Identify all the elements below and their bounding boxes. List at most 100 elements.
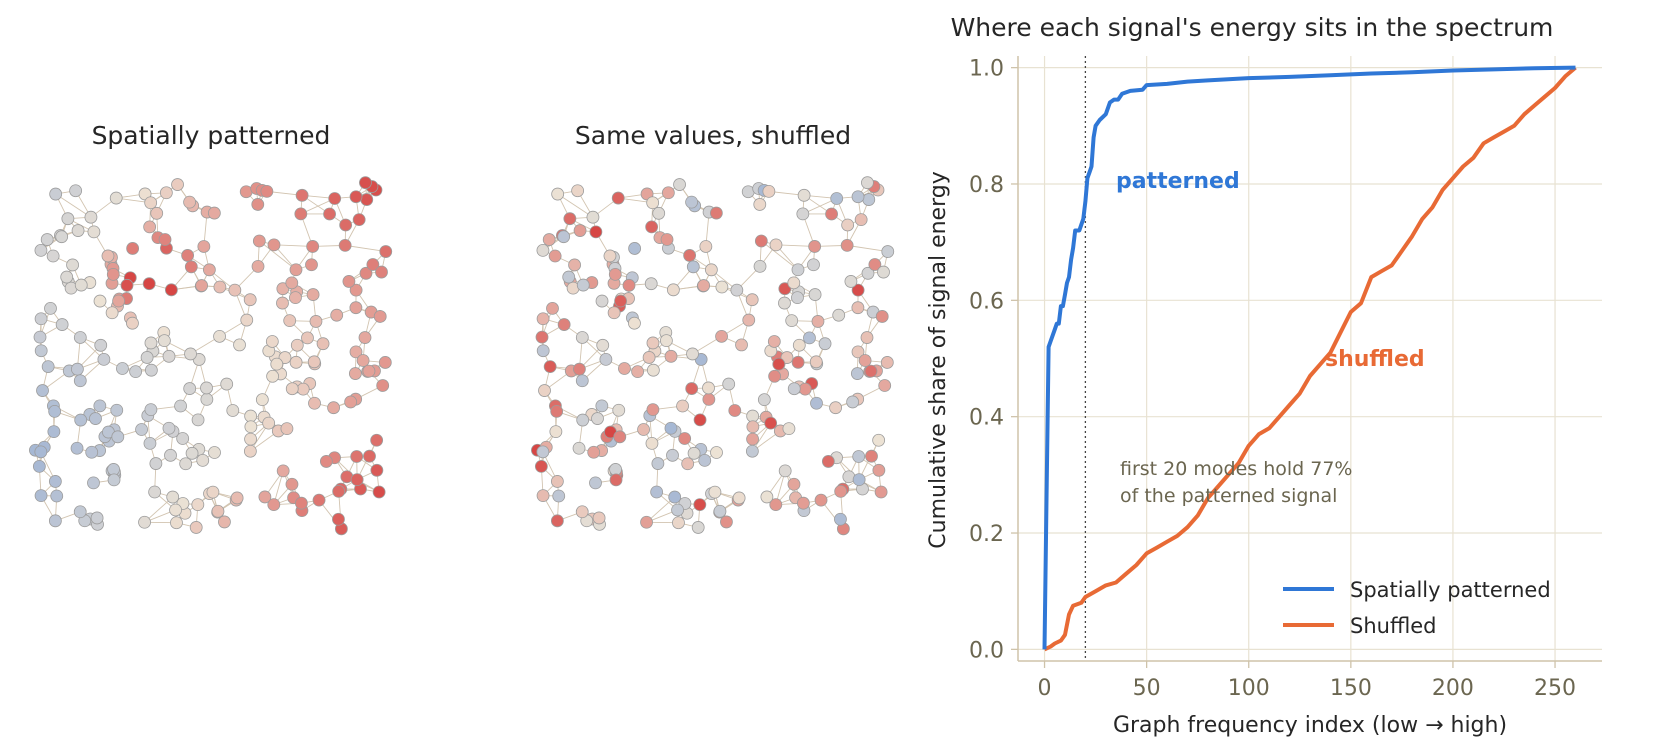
graph-node (666, 448, 679, 462)
series-line-patterned (1042, 65, 1576, 650)
graph-node (267, 498, 281, 512)
graph-node (312, 493, 326, 507)
graph-node (109, 191, 123, 205)
graph-node (551, 187, 565, 201)
graph-node (534, 460, 548, 473)
graph-edge (55, 193, 92, 218)
graph-node (710, 446, 723, 459)
graph-node (359, 176, 372, 190)
graph-node (149, 457, 163, 470)
graph-node (143, 220, 157, 234)
graph-node (144, 363, 158, 377)
graph-node (571, 184, 585, 198)
graph-node (664, 349, 678, 363)
graph-node (348, 367, 362, 380)
graph-node (767, 335, 781, 348)
graph-node (589, 225, 603, 239)
graph-node (373, 310, 387, 323)
graph-node (276, 296, 289, 310)
graph-node (94, 338, 108, 352)
graph-node (280, 422, 294, 436)
graph-node (683, 249, 697, 262)
graph-node (332, 484, 346, 498)
graph-node (792, 338, 806, 352)
graph-node (807, 258, 820, 272)
graph-node (769, 498, 783, 512)
graph-node (44, 302, 57, 315)
graph-node (543, 360, 557, 374)
graph-node (344, 395, 358, 409)
graph-node (787, 382, 801, 396)
legend-label-shuffled: Shuffled (1350, 614, 1437, 638)
patterned-inline-label: patterned (1116, 169, 1240, 194)
graph-node (262, 416, 276, 430)
graph-node (243, 444, 257, 458)
graph-node (244, 420, 258, 434)
graph-node (628, 242, 642, 255)
graph-node (289, 291, 302, 305)
chart-grid (1018, 56, 1602, 661)
graph-node (595, 399, 609, 413)
graph-node (861, 176, 874, 190)
graph-node (844, 275, 858, 288)
graph-node (255, 393, 269, 407)
graph-node (267, 238, 281, 252)
graph-node (878, 379, 892, 392)
graph-node (307, 355, 321, 369)
graph-node (276, 464, 290, 478)
graph-node (587, 445, 601, 459)
graph-node (101, 249, 115, 263)
graph-node (862, 193, 876, 206)
graph-node (93, 294, 107, 308)
graph-node (169, 503, 182, 517)
graph-node (181, 249, 195, 262)
graph-node (702, 381, 715, 395)
graph-node (746, 432, 759, 446)
graph-edge (557, 193, 594, 218)
graph-node (206, 485, 220, 499)
graph-node (189, 521, 203, 534)
graph-node (572, 441, 586, 455)
graph-node (542, 233, 556, 246)
graph-node (778, 296, 791, 310)
graph-node (746, 409, 760, 423)
graph-node (586, 210, 600, 224)
graph-node (550, 475, 564, 488)
graph-node (170, 516, 183, 530)
graph-node (33, 330, 47, 344)
graph-node (785, 314, 799, 328)
graph-node (352, 213, 366, 227)
graph-node (576, 413, 590, 427)
middle-panel-title: Same values, shuffled (575, 121, 851, 150)
graph-node (140, 351, 154, 364)
graph-node (860, 331, 874, 344)
graph-node (218, 515, 231, 529)
graph-node (722, 377, 736, 391)
graph-node (370, 433, 384, 447)
graph-node (166, 490, 180, 504)
graph-node (270, 357, 284, 371)
graph-node (592, 511, 606, 525)
graph-node (157, 334, 171, 348)
graph-node (778, 282, 792, 296)
graph-node (283, 314, 297, 328)
graph-node (791, 263, 805, 277)
graph-node (69, 184, 83, 198)
graph-node (309, 315, 323, 328)
graph-node (798, 382, 812, 396)
graph-node (144, 403, 158, 417)
graph-node (742, 313, 756, 327)
graph-edge (775, 244, 815, 247)
graph-node (693, 413, 707, 427)
graph-node (48, 475, 62, 488)
graph-node (840, 238, 854, 252)
graph-node (568, 258, 581, 272)
graph-node (651, 457, 665, 470)
graph-node (753, 198, 767, 211)
graph-node (746, 420, 760, 434)
graph-node (764, 416, 778, 430)
graph-node (200, 392, 214, 406)
graph-node (376, 379, 390, 392)
graph-node (691, 521, 705, 534)
graph-node (536, 312, 550, 326)
